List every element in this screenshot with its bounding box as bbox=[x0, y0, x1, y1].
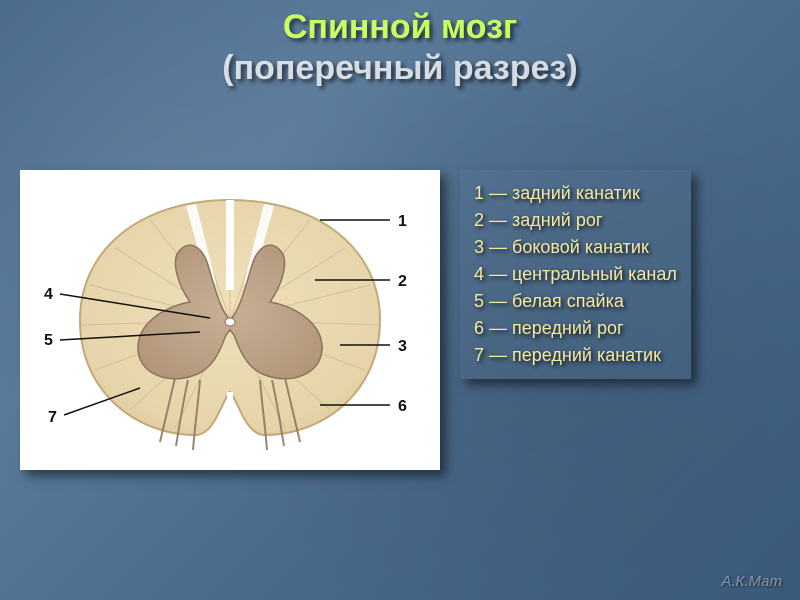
legend-item-3: 3 — боковой канатик bbox=[474, 234, 677, 261]
label-number-7: 7 bbox=[48, 409, 57, 426]
signature: А.К.Мат bbox=[721, 573, 782, 590]
legend-panel: 1 — задний канатик2 — задний рог3 — боко… bbox=[460, 170, 691, 379]
label-number-1: 1 bbox=[398, 213, 407, 230]
label-number-4: 4 bbox=[44, 286, 53, 303]
legend-item-7: 7 — передний канатик bbox=[474, 342, 677, 369]
legend-item-6: 6 — передний рог bbox=[474, 315, 677, 342]
label-number-2: 2 bbox=[398, 273, 407, 290]
legend-item-2: 2 — задний рог bbox=[474, 207, 677, 234]
title-sub: (поперечный разрез) bbox=[0, 49, 800, 88]
legend-item-1: 1 — задний канатик bbox=[474, 180, 677, 207]
spinal-cord-diagram: 1 2 3 4 5 6 7 bbox=[20, 170, 440, 470]
diagram-panel: 1 2 3 4 5 6 7 bbox=[20, 170, 440, 470]
legend-item-4: 4 — центральный канал bbox=[474, 261, 677, 288]
legend-item-5: 5 — белая спайка bbox=[474, 288, 677, 315]
title-main: Спинной мозг bbox=[0, 8, 800, 47]
label-number-3: 3 bbox=[398, 338, 407, 355]
label-number-5: 5 bbox=[44, 332, 53, 349]
label-number-6: 6 bbox=[398, 398, 407, 415]
